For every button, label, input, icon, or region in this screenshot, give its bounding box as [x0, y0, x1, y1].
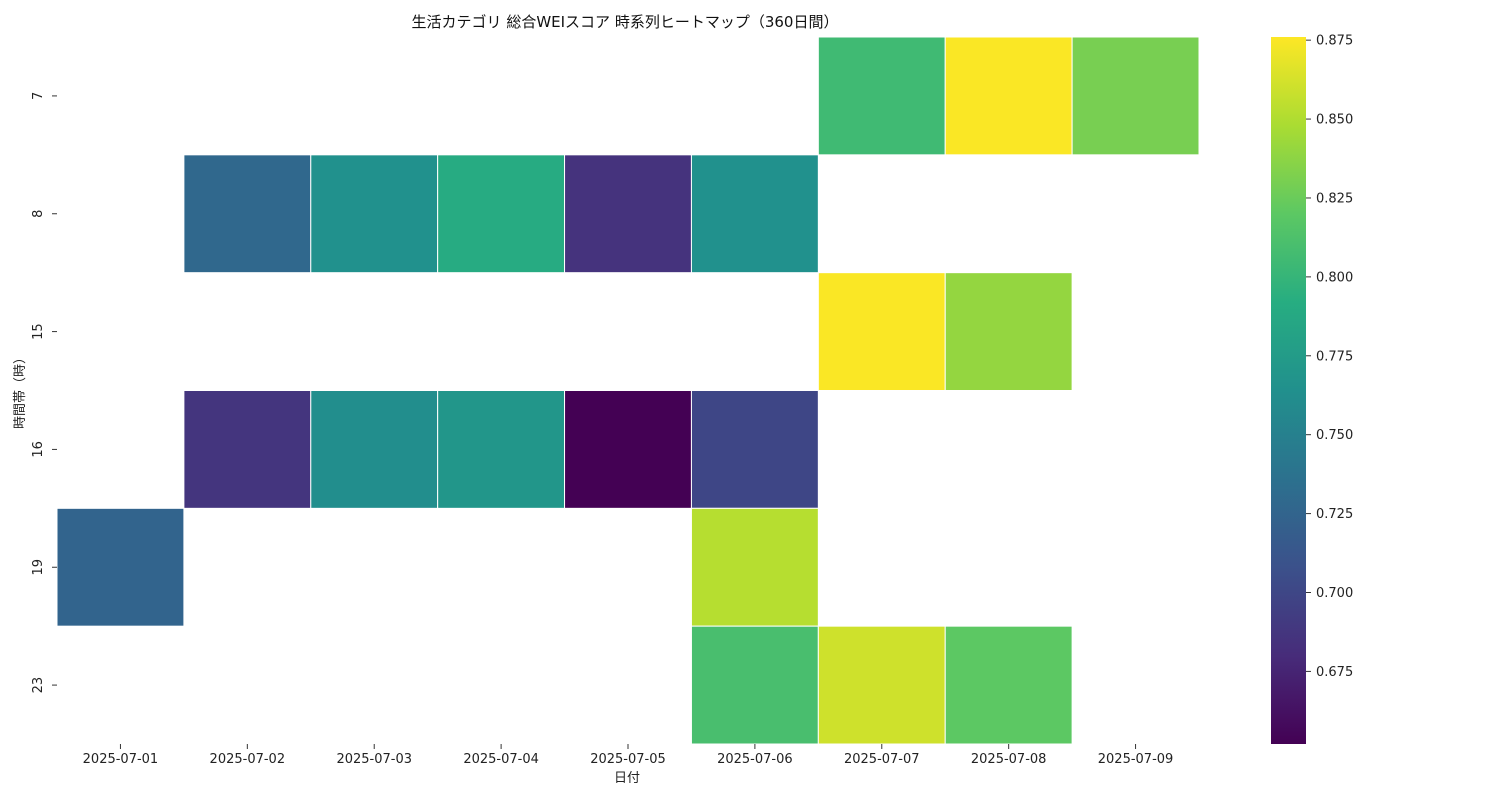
x-tick-label: 2025-07-04 [463, 752, 539, 767]
y-tick-label: 19 [31, 559, 46, 576]
heatmap-cell [56, 507, 185, 627]
x-tick-label: 2025-07-09 [1098, 752, 1174, 767]
heatmap-cell [310, 154, 439, 274]
x-tick-label: 2025-07-01 [83, 752, 159, 767]
x-axis: 2025-07-01 2025-07-02 2025-07-03 2025-07-04… [83, 744, 1174, 767]
heatmap-cell [183, 390, 312, 509]
heatmap-cell [690, 507, 819, 627]
heatmap-cell [817, 272, 946, 391]
x-tick-label: 2025-07-05 [590, 752, 666, 767]
colorbar-tick-label: 0.800 [1316, 270, 1353, 285]
heatmap-cell [437, 390, 566, 509]
heatmap-cell [944, 36, 1073, 156]
y-tick-label: 16 [31, 441, 46, 458]
x-tick-label: 2025-07-06 [717, 752, 793, 767]
y-tick-label: 8 [31, 210, 46, 218]
colorbar-tick-label: 0.775 [1316, 349, 1353, 364]
colorbar: 0.675 0.700 0.725 0.750 0.775 0.800 0.825 0.850… [1271, 34, 1353, 744]
colorbar-tick-label: 0.700 [1316, 586, 1353, 601]
heatmap-cell [1071, 36, 1200, 156]
colorbar-tick-label: 0.675 [1316, 665, 1353, 680]
heatmap-cells [56, 36, 1200, 745]
x-axis-label: 日付 [614, 771, 640, 786]
colorbar-tick-label: 0.850 [1316, 113, 1353, 128]
chart-title: 生活カテゴリ 総合WEIスコア 時系列ヒートマップ（360日間） [412, 13, 839, 31]
heatmap-cell [437, 154, 566, 274]
x-tick-label: 2025-07-02 [210, 752, 286, 767]
colorbar-tick-label: 0.750 [1316, 428, 1353, 443]
heatmap-cell [564, 154, 692, 274]
x-tick-label: 2025-07-08 [971, 752, 1047, 767]
y-tick-label: 7 [31, 92, 46, 100]
colorbar-ticks: 0.675 0.700 0.725 0.750 0.775 0.800 0.825 0.850… [1306, 34, 1353, 680]
heatmap-cell [310, 390, 439, 509]
y-axis: 7 8 15 16 19 23 [31, 92, 57, 694]
heatmap-cell [817, 36, 946, 156]
heatmap-cell [690, 625, 819, 745]
heatmap-cell [944, 625, 1073, 745]
colorbar-tick-label: 0.725 [1316, 507, 1353, 522]
y-tick-label: 23 [31, 677, 46, 694]
heatmap-cell [690, 154, 819, 274]
heatmap-cell [817, 625, 946, 745]
x-tick-label: 2025-07-07 [844, 752, 920, 767]
colorbar-tick-label: 0.825 [1316, 191, 1353, 206]
colorbar-gradient [1271, 37, 1306, 744]
x-tick-label: 2025-07-03 [336, 752, 412, 767]
heatmap-cell [690, 390, 819, 509]
y-axis-label: 時間帯（時） [13, 351, 28, 429]
y-tick-label: 15 [31, 323, 46, 340]
heatmap-cell [183, 154, 312, 274]
heatmap-cell [564, 390, 692, 509]
heatmap-cell [944, 272, 1073, 391]
colorbar-tick-label: 0.875 [1316, 34, 1353, 49]
